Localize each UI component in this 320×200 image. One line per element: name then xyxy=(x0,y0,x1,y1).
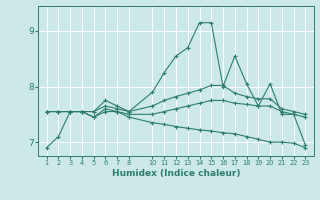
X-axis label: Humidex (Indice chaleur): Humidex (Indice chaleur) xyxy=(112,169,240,178)
